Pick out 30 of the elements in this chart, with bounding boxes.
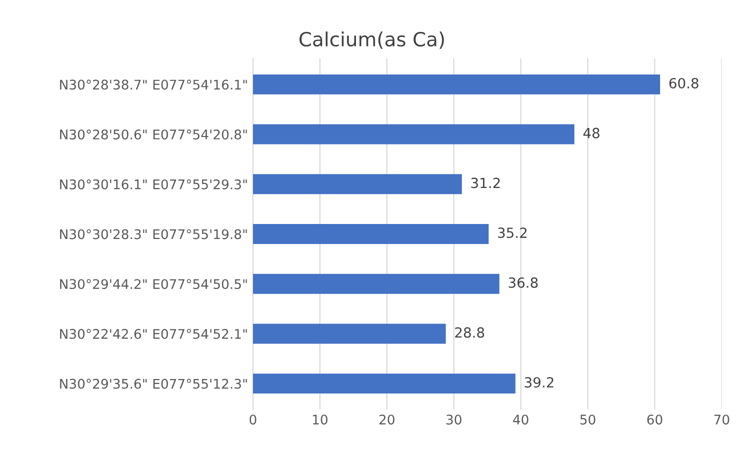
data-label: 48 — [583, 128, 600, 138]
data-label: 60.8 — [669, 78, 698, 88]
y-tick-label: N30°29'35.6" E077°55'12.3" — [60, 378, 247, 389]
x-tick-label: 10 — [312, 414, 328, 425]
data-label: 28.8 — [455, 327, 484, 338]
y-tick-label: N30°22'42.6" E077°54'52.1" — [60, 328, 247, 339]
data-label: 36.8 — [508, 277, 538, 288]
bar — [252, 74, 660, 94]
x-tick-label: 30 — [446, 414, 462, 425]
x-tick-label: 70 — [714, 414, 730, 425]
bar — [252, 224, 489, 244]
chart-title: Calcium(as Ca) — [300, 32, 444, 49]
data-label: 39.2 — [524, 377, 554, 388]
y-tick-label: N30°30'16.1" E077°55'29.3" — [60, 179, 247, 190]
bar — [252, 274, 500, 294]
bar — [252, 124, 574, 144]
data-label: 31.2 — [471, 178, 500, 188]
y-tick-label: N30°29'44.2" E077°54'50.5" — [60, 279, 247, 290]
y-tick-label: N30°28'50.6" E077°54'20.8" — [60, 130, 247, 140]
bar — [252, 374, 516, 394]
x-tick-label: 50 — [580, 414, 596, 425]
y-tick-label: N30°28'38.7" E077°54'16.1" — [60, 80, 247, 90]
x-tick-label: 60 — [647, 414, 662, 425]
bar — [252, 324, 446, 344]
bar — [252, 174, 462, 194]
y-tick-label: N30°30'28.3" E077°55'19.8" — [60, 229, 247, 240]
x-tick-label: 0 — [250, 414, 256, 425]
data-label: 35.2 — [498, 228, 527, 238]
x-tick-label: 40 — [513, 414, 528, 425]
x-tick-label: 20 — [379, 414, 394, 425]
